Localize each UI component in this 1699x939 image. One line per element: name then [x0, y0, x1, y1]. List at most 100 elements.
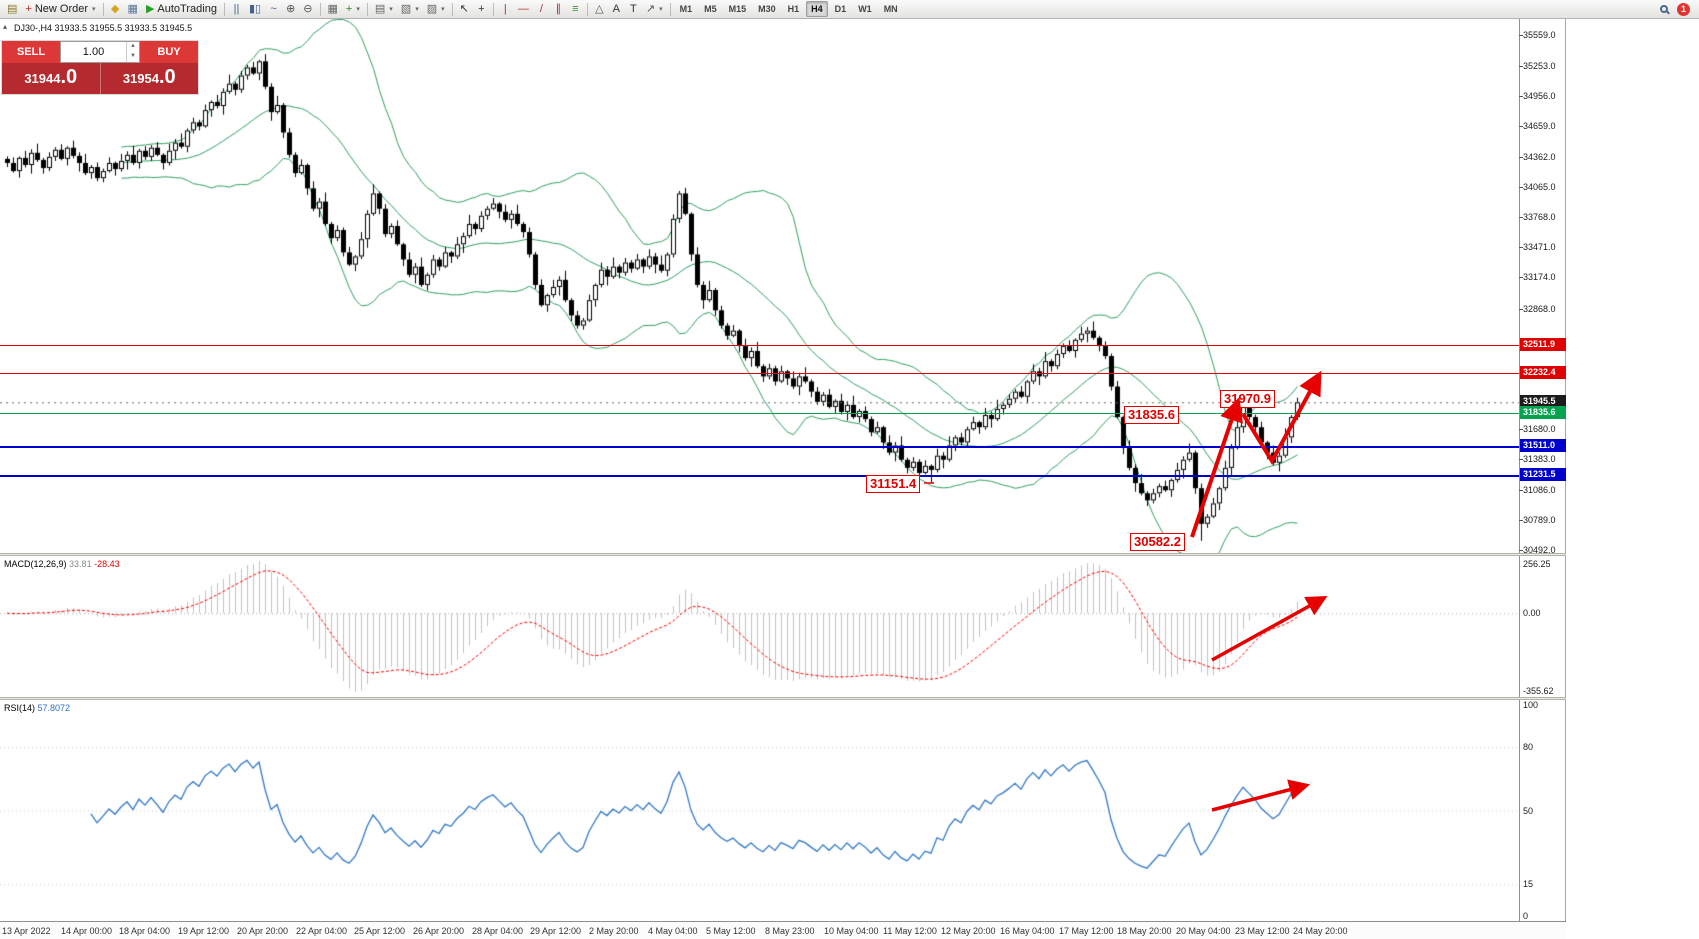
- rsi-axis-tick: 80: [1523, 742, 1534, 753]
- toolbar-separator: [102, 2, 104, 16]
- search-button[interactable]: [1655, 1, 1672, 18]
- metaeditor-icon[interactable]: ◆: [107, 1, 124, 18]
- timeframe-m15-button[interactable]: M15: [728, 4, 747, 14]
- channel-icon[interactable]: ∥: [550, 1, 567, 18]
- volume-down-button[interactable]: ▼: [130, 53, 136, 59]
- time-axis[interactable]: 13 Apr 2022 14 Apr 00:00 18 Apr 04:00 19 Ap…: [0, 921, 1566, 939]
- time-axis-label: 13 Apr 2022: [2, 926, 51, 936]
- time-axis-label: 18 Apr 04:00: [119, 926, 171, 936]
- profiles-icon[interactable]: ▧ ▾: [397, 1, 423, 18]
- time-axis-label: 14 Apr 00:00: [61, 926, 113, 936]
- shapes-icon: △: [595, 2, 604, 15]
- price-axis-tick: 30492.0: [1523, 545, 1556, 555]
- time-axis-label: 20 May 04:00: [1176, 926, 1231, 936]
- timeframe-m30-button[interactable]: M30: [758, 4, 776, 14]
- time-axis-label: 26 Apr 20:00: [413, 926, 465, 936]
- new-chart-icon[interactable]: ▤ ▾: [371, 1, 397, 18]
- horizontal-level-line[interactable]: [0, 345, 1519, 346]
- timeframe-m1-button[interactable]: M1: [679, 4, 693, 14]
- search-icon: [1659, 5, 1668, 13]
- price-note[interactable]: 31835.6: [1124, 406, 1179, 424]
- price-axis-tick: 34659.0: [1523, 121, 1556, 132]
- time-axis-label: 2 May 20:00: [589, 926, 639, 936]
- text-icon[interactable]: A: [608, 1, 625, 18]
- timeframe-mn-button[interactable]: MN: [883, 4, 898, 14]
- vertical-line-icon: |: [503, 2, 507, 15]
- sell-price-pips: .0: [60, 66, 78, 88]
- buy-button[interactable]: BUY: [140, 41, 198, 63]
- toolbar-separator: [586, 2, 588, 16]
- horizontal-level-line[interactable]: [0, 373, 1519, 374]
- time-axis-label: 23 May 12:00: [1235, 926, 1290, 936]
- market-watch-icon[interactable]: ▦: [124, 1, 142, 18]
- horizontal-level-line[interactable]: [0, 413, 1519, 414]
- timeframe-h4-button[interactable]: H4: [806, 1, 828, 17]
- autotrading-button[interactable]: ▶ AutoTrading: [142, 1, 221, 18]
- time-axis-label: 18 May 20:00: [1117, 926, 1172, 936]
- rsi-indicator-canvas[interactable]: [0, 700, 1519, 921]
- price-axis-tick: 31086.0: [1523, 484, 1556, 495]
- fibonacci-icon[interactable]: ≡: [567, 1, 584, 18]
- price-note[interactable]: 31970.9: [1220, 390, 1275, 408]
- indicators-icon[interactable]: + ▾: [342, 1, 364, 18]
- timeframe-m5-button[interactable]: M5: [704, 4, 717, 14]
- line-chart-icon[interactable]: ~: [265, 1, 282, 18]
- sell-price[interactable]: 31944 .0: [2, 63, 100, 94]
- price-axis-tickmark: [1519, 490, 1523, 491]
- pane-splitter[interactable]: [0, 553, 1566, 556]
- price-tag: 32232.4: [1520, 366, 1566, 380]
- price-axis-tickmark: [1519, 429, 1523, 430]
- macd-indicator-canvas[interactable]: [0, 556, 1519, 697]
- horizontal-level-line[interactable]: [0, 446, 1519, 448]
- macd-axis-tick: -355.62: [1523, 686, 1554, 696]
- zoom-in-icon[interactable]: ⊕: [282, 1, 299, 18]
- buy-price-pips: .0: [158, 66, 176, 88]
- rsi-axis-tick: 15: [1523, 879, 1534, 890]
- text-icon: A: [612, 2, 621, 15]
- cursor-icon: ↖: [459, 2, 469, 15]
- buy-price[interactable]: 31954 .0: [99, 63, 199, 94]
- horizontal-level-line[interactable]: [0, 475, 1519, 477]
- price-axis-tickmark: [1519, 247, 1523, 248]
- price-axis-tickmark: [1519, 277, 1523, 278]
- trendline-icon[interactable]: /: [533, 1, 550, 18]
- price-axis-tick: 33471.0: [1523, 242, 1556, 253]
- timeframe-w1-button[interactable]: W1: [858, 4, 872, 14]
- price-axis-tickmark: [1519, 459, 1523, 460]
- text-label-icon[interactable]: T: [625, 1, 642, 18]
- timeframe-h1-button[interactable]: H1: [787, 4, 800, 14]
- notification-badge[interactable]: 1: [1677, 2, 1690, 16]
- time-axis-label: 24 May 20:00: [1293, 926, 1348, 936]
- price-note[interactable]: 31151.4: [866, 475, 921, 493]
- arrows-tool-icon[interactable]: ↗ ▾: [642, 1, 667, 18]
- horizontal-line-icon[interactable]: —: [514, 1, 533, 18]
- timeframe-d1-button[interactable]: D1: [834, 4, 847, 14]
- time-axis-label: 5 May 12:00: [706, 926, 756, 936]
- cursor-icon[interactable]: ↖: [456, 1, 473, 18]
- shapes-icon[interactable]: △: [591, 1, 608, 18]
- price-axis-tickmark: [1519, 35, 1523, 36]
- bar-chart-icon[interactable]: ||: [228, 1, 245, 18]
- horizontal-line-icon: —: [517, 2, 529, 15]
- candlestick-chart-canvas[interactable]: [0, 19, 1519, 553]
- time-axis-label: 20 Apr 20:00: [237, 926, 289, 936]
- templates-icon[interactable]: ▨ ▾: [423, 1, 449, 18]
- price-axis-border: [1519, 19, 1520, 939]
- volume-up-button[interactable]: ▲: [130, 43, 136, 49]
- bar-chart-icon: ||: [233, 2, 240, 15]
- crosshair-icon[interactable]: +: [473, 1, 490, 18]
- candlestick-chart-icon[interactable]: ▮▯: [245, 1, 265, 18]
- zoom-out-icon[interactable]: ⊖: [299, 1, 316, 18]
- new-order-button-label: New Order: [34, 3, 89, 15]
- pane-splitter[interactable]: [0, 697, 1566, 700]
- volume-input[interactable]: 1.00: [82, 46, 105, 58]
- sell-button[interactable]: SELL: [2, 41, 60, 63]
- chart-window-icon[interactable]: ▤: [3, 1, 21, 18]
- vertical-line-icon[interactable]: |: [497, 1, 514, 18]
- price-note[interactable]: 30582.2: [1130, 533, 1185, 551]
- new-order-button[interactable]: + New Order ▾: [21, 1, 99, 18]
- price-axis-tickmark: [1519, 126, 1523, 127]
- one-click-collapse-icon[interactable]: ▴: [3, 22, 8, 31]
- tile-windows-icon[interactable]: ▦: [324, 1, 342, 18]
- workspace-empty: [1567, 19, 1699, 939]
